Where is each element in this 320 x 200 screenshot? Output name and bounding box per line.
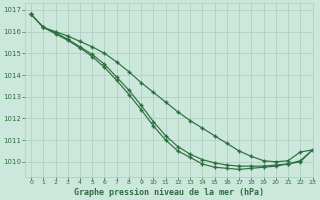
X-axis label: Graphe pression niveau de la mer (hPa): Graphe pression niveau de la mer (hPa) bbox=[74, 188, 264, 197]
